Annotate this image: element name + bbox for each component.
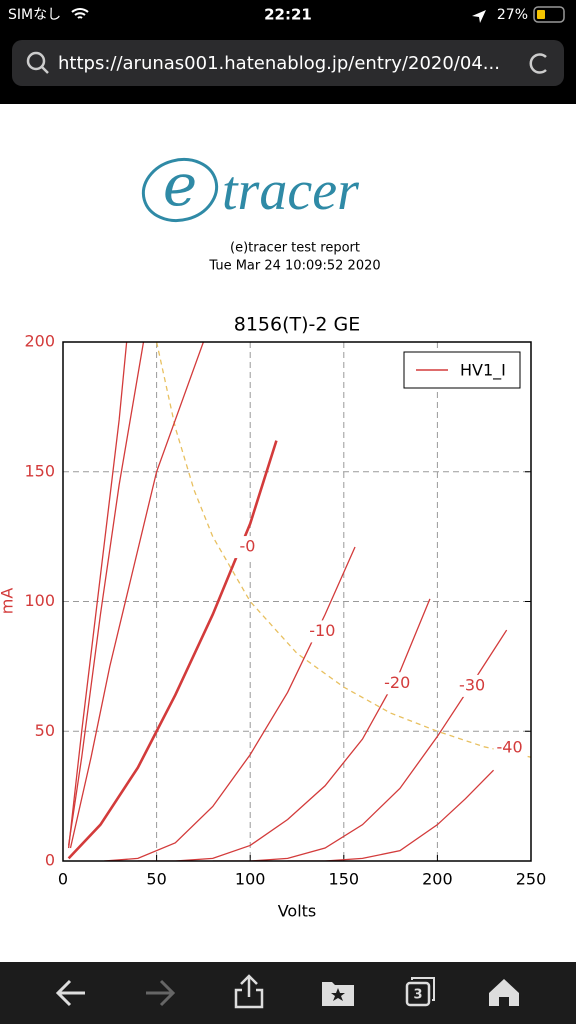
tabs-count: 3 [413,988,422,1003]
curve-label: -10 [309,621,335,640]
legend-label: HV1_I [460,361,506,381]
x-tick-label: 0 [58,870,68,889]
y-tick-label: 150 [24,461,55,480]
curve [67,342,128,849]
curve-label-bg [231,536,264,559]
curve-label-bg [456,674,489,697]
share-button[interactable] [234,974,264,1009]
search-icon [26,51,46,71]
curve [212,629,508,861]
y-tick-label: 100 [24,591,55,610]
logo-text: tracer [222,160,359,222]
y-tick-label: 0 [45,851,55,870]
y-tick-label: 50 [35,721,55,740]
curve-label: -30 [459,675,485,694]
limit-curve [155,342,531,758]
bookmarks-star [331,988,345,1001]
chart-title: 8156(T)-2 GE [234,314,361,336]
chart: 8156(T)-2 GE Volts mA 0 50 100 150 200 0 50 100… [0,314,546,921]
address-field[interactable] [12,40,564,86]
tabs-stack [411,977,435,1001]
curve-label-bg [493,737,526,760]
curve [69,342,205,849]
plot-frame [62,341,532,862]
battery-text: 27% [497,7,528,23]
wifi-icon [71,8,89,19]
curve [67,342,145,846]
x-tick-label: 100 [235,870,266,889]
forward-button[interactable] [146,979,176,1007]
logo-letter: e [163,151,197,219]
curve-label-bg [381,672,414,695]
x-tick-label: 150 [329,870,360,889]
x-tick-label: 250 [516,870,547,889]
location-icon [472,10,486,23]
curve [287,769,495,861]
back-button[interactable] [55,979,85,1007]
report-timestamp: Tue Mar 24 10:09:52 2020 [208,259,380,274]
x-tick-label: 200 [422,870,453,889]
y-axis-label: mA [0,588,17,615]
battery-level [537,10,545,19]
y-tick-label: 200 [24,332,55,351]
battery-icon [533,6,565,23]
search-icon-handle [41,66,49,74]
bottom-toolbar [0,962,576,1024]
reload-icon[interactable] [529,53,547,74]
report-title: (e)tracer test report [230,241,360,256]
curve [104,546,356,861]
curve-label-bg [306,620,339,643]
x-tick-label: 50 [146,870,166,889]
x-axis-label: Volts [278,902,317,921]
logo-ring [141,157,219,223]
curve-label: -20 [384,673,410,692]
curve-label: -0 [240,537,256,556]
curve [67,440,278,860]
carrier: SIMなし [8,7,61,23]
home-button[interactable] [489,979,519,1006]
url: https://arunas001.hatenablog.jp/entry/20… [58,53,500,74]
clock: 22:21 [264,6,312,24]
tabs-button[interactable] [405,981,431,1007]
curve-label: -40 [496,738,522,757]
